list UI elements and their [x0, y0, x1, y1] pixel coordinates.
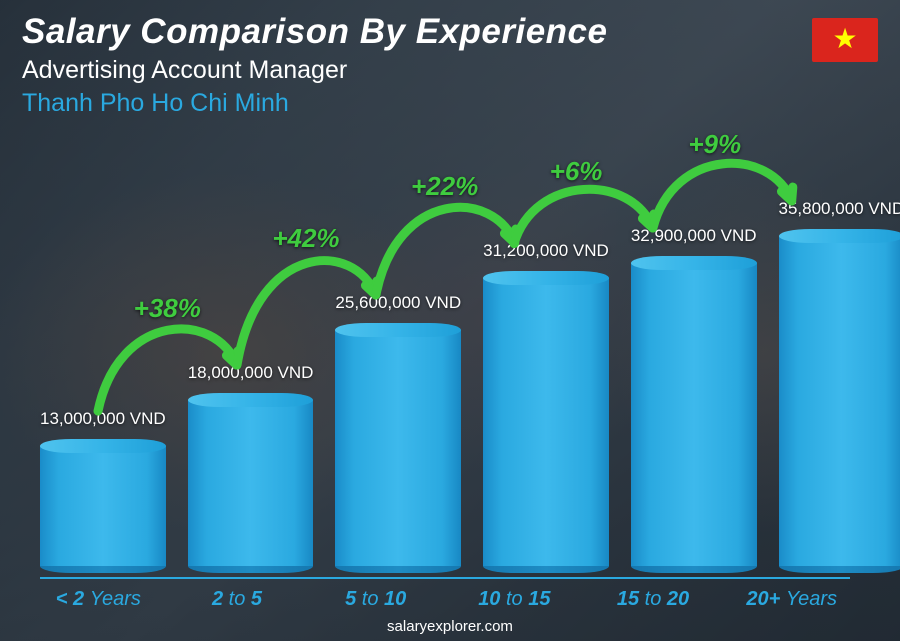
header: Salary Comparison By Experience Advertis…	[22, 12, 607, 118]
axis-baseline	[40, 577, 850, 579]
bar-value-label: 18,000,000 VND	[188, 363, 314, 383]
bar-value-label: 25,600,000 VND	[335, 293, 461, 313]
bar-wrap: 35,800,000 VND	[779, 199, 900, 573]
bar-value-label: 35,800,000 VND	[779, 199, 900, 219]
bar-cap	[335, 323, 461, 337]
x-axis: < 2 Years 2 to 5 5 to 10 10 to 15 15 to 20 20…	[40, 588, 850, 611]
x-axis-label: 5 to 10	[317, 588, 434, 611]
bar	[483, 271, 609, 573]
x-axis-label: 20+ Years	[733, 588, 850, 611]
bar-body	[188, 400, 314, 566]
bar-value-label: 32,900,000 VND	[631, 226, 757, 246]
x-axis-label: 2 to 5	[179, 588, 296, 611]
bar-wrap: 25,600,000 VND	[335, 293, 461, 573]
bar-cap	[483, 271, 609, 285]
bar	[335, 323, 461, 573]
bar-body	[631, 263, 757, 566]
flag-vietnam: ★	[812, 18, 878, 62]
bar-body	[483, 278, 609, 566]
chart-location: Thanh Pho Ho Chi Minh	[22, 89, 607, 118]
bar-cap	[188, 393, 314, 407]
bar-wrap: 13,000,000 VND	[40, 409, 166, 573]
x-axis-label: 10 to 15	[456, 588, 573, 611]
bar-cap	[631, 256, 757, 270]
bar-wrap: 31,200,000 VND	[483, 241, 609, 573]
bar-value-label: 13,000,000 VND	[40, 409, 166, 429]
bar-value-label: 31,200,000 VND	[483, 241, 609, 261]
bar-body	[40, 446, 166, 566]
infographic-container: Salary Comparison By Experience Advertis…	[0, 0, 900, 641]
star-icon: ★	[832, 25, 857, 53]
bar-body	[335, 330, 461, 566]
bar-cap	[40, 439, 166, 453]
bar	[40, 439, 166, 573]
chart-subtitle: Advertising Account Manager	[22, 56, 607, 85]
bar-body	[779, 236, 900, 566]
bar	[631, 256, 757, 573]
bar-wrap: 32,900,000 VND	[631, 226, 757, 573]
x-axis-label: 15 to 20	[595, 588, 712, 611]
bar	[188, 393, 314, 573]
bar	[779, 229, 900, 573]
bar-chart: 13,000,000 VND 18,000,000 VND 25,600,000 V…	[40, 140, 850, 573]
bar-cap	[779, 229, 900, 243]
chart-title: Salary Comparison By Experience	[22, 12, 607, 52]
x-axis-label: < 2 Years	[40, 588, 157, 611]
bar-wrap: 18,000,000 VND	[188, 363, 314, 573]
footer-credit: salaryexplorer.com	[0, 618, 900, 635]
